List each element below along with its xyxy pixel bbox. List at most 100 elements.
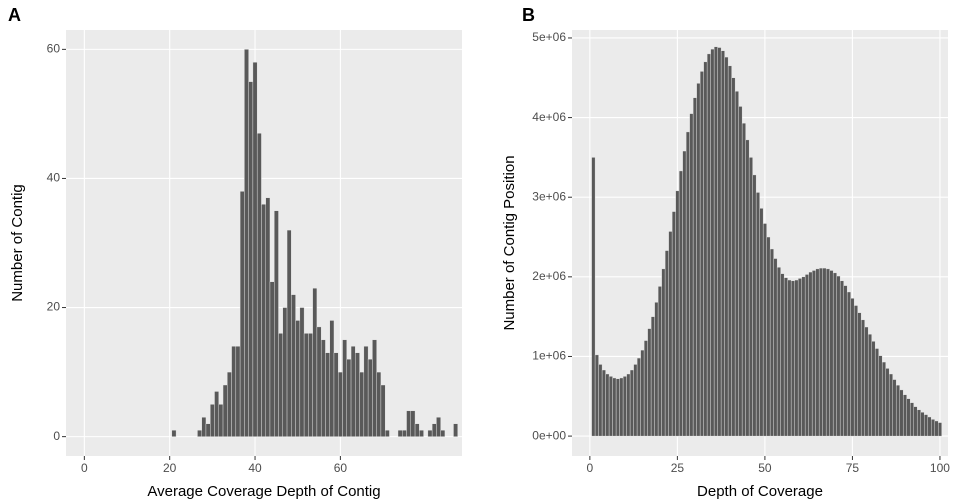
bar — [825, 268, 830, 437]
bar — [899, 389, 904, 437]
bar — [427, 429, 433, 437]
bar — [696, 83, 701, 437]
bar — [710, 48, 715, 437]
bar — [231, 346, 237, 437]
bar — [350, 346, 356, 437]
y-tick-label: 20 — [47, 300, 61, 314]
bar — [916, 409, 921, 437]
bar — [654, 302, 659, 437]
bar — [197, 429, 202, 437]
bar — [878, 355, 883, 437]
bar — [657, 286, 662, 437]
bar — [783, 277, 788, 437]
bar — [864, 326, 869, 437]
bar — [210, 404, 215, 437]
bar — [724, 56, 729, 437]
bar — [727, 65, 732, 437]
bar — [664, 250, 669, 437]
bar — [671, 211, 676, 437]
bar — [909, 402, 914, 437]
bar — [171, 429, 177, 437]
y-tick-label: 5e+06 — [532, 30, 566, 44]
bar — [615, 378, 620, 437]
bar — [286, 229, 292, 437]
bar — [829, 270, 834, 437]
bar — [766, 236, 771, 437]
bar — [927, 416, 932, 437]
bar — [325, 352, 330, 437]
bar — [685, 131, 690, 437]
bar — [713, 46, 718, 437]
bar — [643, 340, 648, 437]
bar — [745, 139, 750, 437]
bar — [410, 410, 416, 437]
bar — [811, 270, 816, 437]
bar — [359, 371, 365, 437]
bar — [591, 157, 596, 437]
bar — [790, 280, 795, 437]
panel-label: A — [8, 5, 21, 25]
bar — [937, 422, 942, 437]
bar — [419, 429, 424, 437]
bar — [647, 328, 652, 437]
bar — [367, 358, 373, 437]
y-tick-label: 60 — [47, 42, 61, 56]
bar — [619, 377, 624, 437]
bar — [895, 384, 900, 437]
bar — [636, 357, 641, 437]
bar — [440, 429, 446, 437]
bar — [622, 376, 627, 437]
bar — [836, 275, 841, 437]
bar — [414, 423, 420, 437]
x-tick-label: 75 — [846, 461, 860, 475]
bar — [759, 208, 764, 437]
bar — [239, 191, 245, 437]
bar — [892, 379, 897, 437]
bar — [689, 113, 694, 437]
bar — [703, 61, 708, 437]
bar — [776, 267, 781, 437]
bar — [675, 190, 680, 437]
bar — [316, 326, 322, 437]
y-tick-label: 4e+06 — [532, 110, 566, 124]
bar — [244, 49, 249, 437]
bar — [214, 391, 219, 437]
bar — [218, 404, 224, 437]
bar — [906, 398, 911, 437]
bar — [706, 53, 711, 437]
bar — [406, 410, 411, 437]
bar — [661, 268, 666, 437]
bar — [601, 369, 606, 437]
bar — [384, 429, 390, 437]
bar — [720, 50, 725, 437]
bar — [822, 267, 827, 437]
bar — [769, 248, 774, 437]
x-tick-label: 50 — [758, 461, 772, 475]
bar — [598, 364, 603, 437]
y-tick-label: 2e+06 — [532, 269, 566, 283]
bar — [808, 271, 813, 437]
bar — [372, 339, 377, 437]
bar — [402, 429, 407, 437]
bar — [629, 369, 634, 437]
y-tick-label: 1e+06 — [532, 349, 566, 363]
bar — [299, 307, 305, 437]
bar — [913, 406, 918, 437]
bar — [773, 258, 778, 437]
bar — [738, 106, 743, 437]
bar — [282, 307, 288, 437]
y-tick-label: 3e+06 — [532, 189, 566, 203]
x-axis-title: Depth of Coverage — [697, 483, 823, 500]
bar — [274, 210, 279, 437]
bar — [920, 412, 925, 437]
bar — [857, 312, 862, 437]
bar — [222, 384, 228, 437]
x-tick-label: 25 — [671, 461, 685, 475]
bar — [363, 346, 369, 437]
bar — [871, 341, 876, 437]
bar — [397, 429, 403, 437]
x-tick-label: 60 — [334, 461, 348, 475]
bar — [818, 267, 823, 437]
bar — [888, 373, 893, 437]
